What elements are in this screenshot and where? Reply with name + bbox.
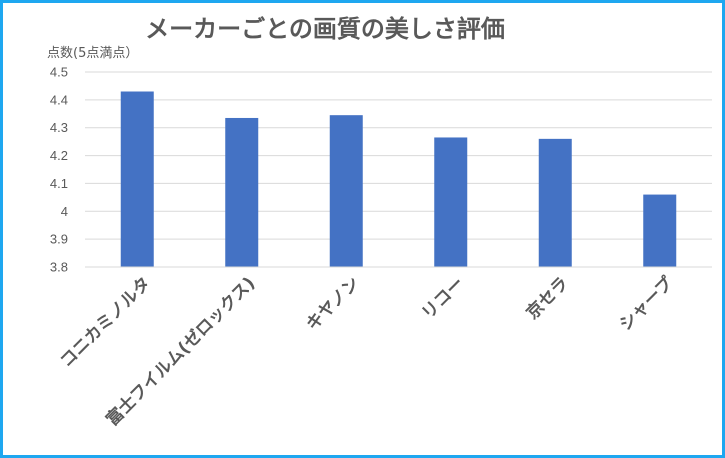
y-tick-label: 3.9 <box>50 232 68 247</box>
y-tick-label: 3.8 <box>50 260 68 275</box>
bar <box>329 115 363 267</box>
x-category-label: 京セラ <box>522 273 573 324</box>
bar <box>225 117 259 267</box>
y-tick-label: 4 <box>61 204 68 219</box>
x-category-label: コニカミノルタ <box>56 273 154 371</box>
chart-title: メーカーごとの画質の美しさ評価 <box>145 15 505 43</box>
y-tick-label: 4.1 <box>50 176 68 191</box>
bars <box>120 91 677 267</box>
y-tick-label: 4.2 <box>50 148 68 163</box>
x-category-label: キヤノン <box>303 273 364 334</box>
y-axis-ticks: 3.8 3.9 4 4.1 4.2 4.3 4.4 4.5 <box>50 65 68 275</box>
y-tick-label: 4.4 <box>50 92 68 107</box>
y-tick-label: 4.5 <box>50 65 68 80</box>
x-category-label: シャープ <box>615 272 678 335</box>
y-tick-label: 4.3 <box>50 120 68 135</box>
x-category-label: リコー <box>418 273 468 323</box>
y-axis-label: 点数(5点満点） <box>47 46 138 61</box>
bar <box>538 138 572 267</box>
bar <box>434 137 468 267</box>
bar <box>120 91 154 267</box>
gridlines <box>85 71 712 268</box>
bar <box>643 194 677 267</box>
